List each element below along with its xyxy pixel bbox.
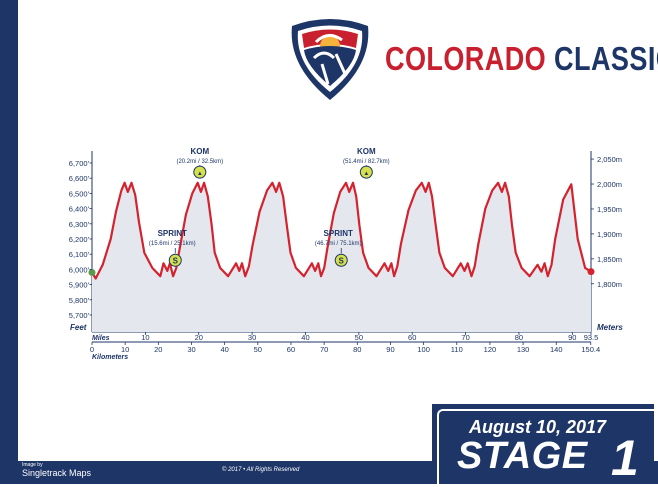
km-tick-label: 140 (550, 345, 563, 354)
brand-title: COLORADO CLASSIC (385, 40, 658, 78)
stage-panel: August 10, 2017 STAGE 1 (432, 404, 654, 486)
feet-tick-label: 6,700' (69, 159, 90, 168)
meter-tick-labels: 1,800m 1,850m 1,900m 1,950m 2,000m 2,050m (591, 155, 622, 289)
miles-axis-label: Miles (92, 335, 110, 342)
sprint-marker-symbol: S (173, 256, 179, 265)
sprint-marker-badge (168, 253, 182, 267)
mile-tick-label: 10 (141, 333, 149, 342)
km-tick-label: 30 (187, 345, 195, 354)
km-tick-labels: 0 10 20 30 40 50 60 70 80 90 100 110 120 130 140 150.4 (90, 342, 600, 354)
km-tick-label: 0 (90, 345, 94, 354)
km-axis-label: Kilometers (92, 354, 128, 361)
km-tick-label: 90 (386, 345, 394, 354)
feet-tick-label: 6,000' (69, 265, 90, 274)
mile-tick-label: 30 (248, 333, 256, 342)
meter-tick-label: 1,800m (597, 280, 622, 289)
kom-marker-title: KOM (357, 147, 376, 156)
credit-prefix: Image by (22, 462, 43, 468)
km-tick-label: 120 (484, 345, 497, 354)
mile-tick-label: 80 (515, 333, 523, 342)
kom-marker-badge (359, 165, 373, 179)
kom-marker-title: KOM (190, 147, 209, 156)
brand-word-colorado: COLORADO (385, 40, 547, 77)
sprint-marker-title: SPRINT (158, 229, 187, 238)
feet-tick-label: 5,700' (69, 311, 90, 320)
finish-point (587, 268, 595, 276)
meters-axis-label: Meters (597, 323, 623, 332)
kom-marker-detail: (20.2mi / 32.5km) (176, 159, 223, 165)
feet-tick-label: 6,100' (69, 250, 90, 259)
km-tick-label: 20 (154, 345, 162, 354)
feet-tick-label: 6,300' (69, 220, 90, 229)
mile-tick-label: 90 (568, 333, 576, 342)
elevation-line (91, 181, 592, 280)
meter-tick-label: 2,000m (597, 180, 622, 189)
start-point (88, 268, 96, 276)
sprint-marker-symbol: S (339, 256, 345, 265)
meter-tick-label: 1,950m (597, 205, 622, 214)
feet-tick-label: 6,600' (69, 174, 90, 183)
kom-marker-symbol: ▲ (363, 171, 369, 177)
km-tick-label: 10 (121, 345, 129, 354)
kom-marker-badge (193, 165, 207, 179)
mile-tick-label: 70 (461, 333, 469, 342)
race-markers: SPRINT (15.6mi / 25.1km) S KOM (20.2mi / 32.… (149, 147, 390, 267)
km-tick-label: 70 (320, 345, 328, 354)
left-accent-bar (0, 0, 18, 484)
meter-tick-label: 1,850m (597, 255, 622, 264)
kom-marker-symbol: ▲ (197, 171, 203, 177)
mile-tick-labels: 10 20 30 40 50 60 70 80 90 93.5 (141, 332, 598, 342)
km-tick-label: 130 (517, 345, 530, 354)
colorado-classic-logo (291, 19, 369, 100)
feet-tick-label: 5,800' (69, 296, 90, 305)
mile-tick-label: 60 (408, 333, 416, 342)
km-tick-label: 80 (353, 345, 361, 354)
stage-label: STAGE (457, 435, 588, 477)
mile-tick-label: 93.5 (584, 333, 599, 342)
feet-axis-label: Feet (70, 323, 87, 332)
km-tick-label: 50 (254, 345, 262, 354)
kom-marker-detail: (51.4mi / 82.7km) (343, 159, 390, 165)
copyright-notice: © 2017 • All Rights Reserved (222, 467, 300, 473)
feet-tick-label: 6,200' (69, 235, 90, 244)
km-tick-label: 100 (417, 345, 430, 354)
km-tick-label: 150.4 (581, 345, 600, 354)
km-tick-label: 110 (451, 345, 463, 354)
km-tick-label: 60 (287, 345, 295, 354)
feet-tick-label: 6,400' (69, 205, 90, 214)
brand-word-classic: CLASSIC (554, 40, 658, 77)
feet-tick-label: 6,500' (69, 189, 90, 198)
elevation-profile-chart: 5,700' 5,800' 5,900' 6,000' 6,100' 6,200' 6,30… (69, 147, 624, 361)
sprint-marker-detail: (15.6mi / 25.1km) (149, 241, 196, 247)
meter-tick-label: 2,050m (597, 155, 622, 164)
sprint-marker-badge (334, 253, 348, 267)
sprint-marker-detail: (46.7mi / 75.1km) (315, 241, 362, 247)
mile-tick-label: 20 (195, 333, 203, 342)
map-credit: Image by Singletrack Maps (22, 462, 91, 478)
feet-tick-labels: 5,700' 5,800' 5,900' 6,000' 6,100' 6,200' 6,30… (69, 159, 92, 320)
stage-date: August 10, 2017 (468, 417, 607, 437)
mile-tick-label: 40 (301, 333, 309, 342)
mile-tick-label: 50 (355, 333, 363, 342)
sprint-marker-title: SPRINT (324, 229, 353, 238)
meter-tick-label: 1,900m (597, 230, 622, 239)
stage-panel-inner: August 10, 2017 STAGE 1 (437, 409, 654, 486)
credit-brand: Singletrack Maps (22, 468, 92, 478)
stage-number: 1 (611, 430, 639, 486)
feet-tick-label: 5,900' (69, 281, 90, 290)
km-tick-label: 40 (220, 345, 228, 354)
